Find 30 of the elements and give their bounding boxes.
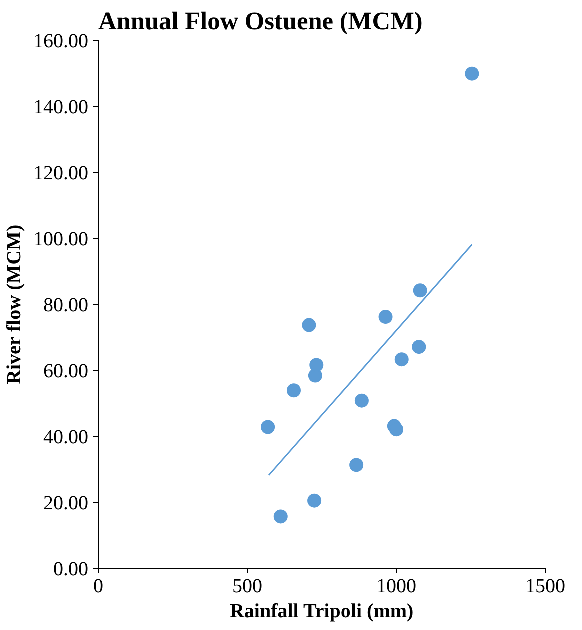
x-tick-label: 500 — [232, 576, 262, 598]
y-tick-label: 60.00 — [44, 360, 88, 382]
x-tick-label: 1500 — [526, 576, 566, 598]
point — [412, 340, 426, 354]
point — [261, 420, 276, 434]
y-tick-label: 80.00 — [44, 294, 88, 316]
y-tick-label: 100.00 — [34, 228, 88, 250]
point — [310, 358, 324, 372]
y-tick-label: 160.00 — [34, 30, 88, 52]
x-axis-title: Rainfall Tripoli (mm) — [230, 600, 414, 622]
point — [302, 318, 316, 332]
x-tick-label: 1000 — [376, 576, 416, 598]
point — [465, 66, 480, 81]
point — [390, 422, 404, 437]
y-tick-label: 40.00 — [44, 426, 88, 448]
y-axis-title: River flow (MCM) — [4, 224, 26, 384]
point — [394, 352, 409, 367]
point — [274, 510, 288, 524]
point — [350, 458, 364, 472]
y-tick-label: 140.00 — [34, 96, 88, 118]
point — [413, 284, 428, 298]
y-tick-label: 20.00 — [44, 492, 88, 514]
chart-title: Annual Flow Ostuene (MCM) — [98, 8, 423, 36]
x-tick-label: 0 — [94, 576, 104, 598]
y-tick-label: 0.00 — [54, 558, 88, 580]
point — [378, 310, 393, 324]
y-tick-label: 120.00 — [34, 162, 88, 184]
point — [354, 394, 369, 408]
point — [286, 384, 301, 398]
point — [308, 494, 322, 508]
